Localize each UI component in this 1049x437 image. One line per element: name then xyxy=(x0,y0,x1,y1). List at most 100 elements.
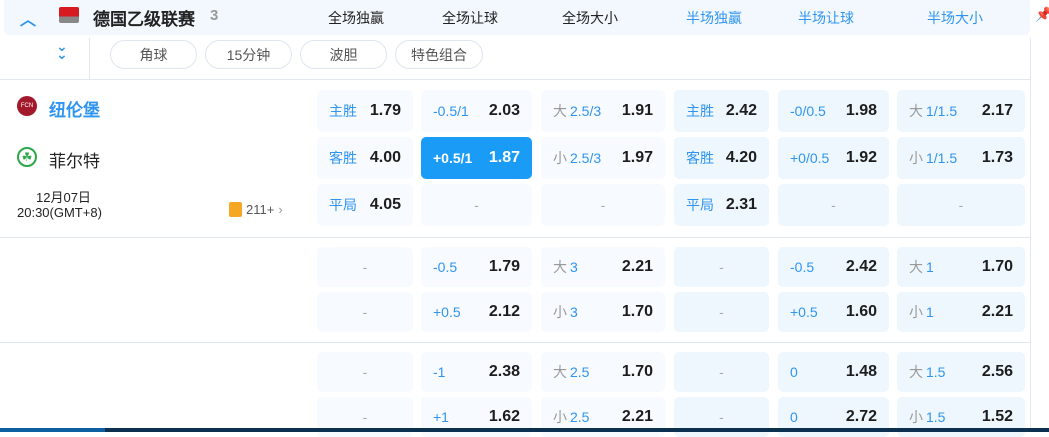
league-name: 德国乙级联赛 xyxy=(93,10,195,29)
handicap-label: 1/1.5 xyxy=(926,103,958,119)
empty-odds: - xyxy=(719,304,724,320)
match-time: 20:30(GMT+8) xyxy=(17,205,102,220)
odds-cell[interactable]: 大 1/1.5 2.17 xyxy=(897,90,1025,132)
odds-value: 2.17 xyxy=(981,102,1013,119)
odds-cell[interactable]: 0 1.48 xyxy=(778,352,889,392)
tab-1[interactable]: 15分钟 xyxy=(205,40,292,69)
divider xyxy=(0,342,1030,343)
odds-cell[interactable]: 客胜 4.00 xyxy=(317,137,413,179)
handicap-label: 0 xyxy=(790,409,798,425)
odds-cell[interactable]: -1 2.38 xyxy=(421,352,532,392)
odds-cell[interactable]: 平局 4.05 xyxy=(317,184,413,226)
over-under-label: 大 xyxy=(909,259,923,275)
odds-cell[interactable]: 大 1.5 2.56 xyxy=(897,352,1025,392)
odds-cell[interactable]: 小 3 1.70 xyxy=(541,292,665,332)
divider xyxy=(89,38,90,79)
handicap-label: 平局 xyxy=(686,197,714,213)
odds-cell[interactable]: -0.5 1.79 xyxy=(421,247,532,287)
column-header-4[interactable]: 半场让球 xyxy=(798,10,854,26)
odds-cell[interactable]: +0/0.5 1.92 xyxy=(778,137,889,179)
column-header-0[interactable]: 全场独赢 xyxy=(328,10,384,26)
odds-value: 1.87 xyxy=(488,149,520,166)
odds-cell[interactable]: 客胜 4.20 xyxy=(674,137,769,179)
handicap-label: 2.5 xyxy=(570,364,590,380)
odds-value: 2.31 xyxy=(725,196,757,213)
odds-cell[interactable]: +0.5 1.60 xyxy=(778,292,889,332)
odds-cell: - xyxy=(674,352,769,392)
odds-cell[interactable]: 平局 2.31 xyxy=(674,184,769,226)
odds-value: 1.92 xyxy=(845,149,877,166)
home-team-name[interactable]: 纽伦堡 xyxy=(49,101,100,120)
odds-cell[interactable]: 小 1 2.21 xyxy=(897,292,1025,332)
tab-2[interactable]: 波胆 xyxy=(300,40,387,69)
empty-odds: - xyxy=(474,197,479,213)
pin-icon[interactable]: 📌 xyxy=(1035,6,1049,22)
column-header-3[interactable]: 半场独赢 xyxy=(686,10,742,26)
match-date: 12月07日 xyxy=(36,190,91,205)
odds-cell: - xyxy=(674,292,769,332)
league-match-count: 3 xyxy=(210,7,219,24)
handicap-label: +0.5/1 xyxy=(433,150,473,166)
column-header-5[interactable]: 半场大小 xyxy=(927,10,983,26)
chevron-right-icon: › xyxy=(278,202,283,217)
odds-cell[interactable]: 主胜 2.42 xyxy=(674,90,769,132)
odds-value: 2.21 xyxy=(981,303,1013,320)
odds-value: 2.42 xyxy=(725,102,757,119)
odds-cell[interactable]: 大 2.5 1.70 xyxy=(541,352,665,392)
empty-odds: - xyxy=(600,197,606,213)
odds-cell[interactable]: +0.5/1 1.87 xyxy=(421,137,532,179)
over-under-label: 小 xyxy=(553,304,567,320)
empty-odds: - xyxy=(958,197,964,213)
odds-value: 1.70 xyxy=(621,363,653,380)
taskbar xyxy=(0,428,1049,432)
odds-cell: - xyxy=(541,184,665,226)
odds-cell[interactable]: 小 1/1.5 1.73 xyxy=(897,137,1025,179)
expand-double-chevron-icon[interactable]: ⌄ ⌄ xyxy=(56,38,68,62)
odds-cell[interactable]: +0.5 2.12 xyxy=(421,292,532,332)
empty-odds: - xyxy=(362,364,368,380)
divider xyxy=(0,237,1030,238)
handicap-label: 1/1.5 xyxy=(926,150,958,166)
handicap-label: 客胜 xyxy=(329,150,357,166)
odds-value: 4.00 xyxy=(369,149,401,166)
over-under-label: 大 xyxy=(553,103,567,119)
over-under-label: 大 xyxy=(553,364,567,380)
odds-cell[interactable]: 大 2.5/3 1.91 xyxy=(541,90,665,132)
odds-value: 1.97 xyxy=(621,149,653,166)
markets-icon xyxy=(229,202,242,217)
odds-value: 1.70 xyxy=(621,303,653,320)
empty-odds: - xyxy=(362,304,368,320)
column-header-2[interactable]: 全场大小 xyxy=(562,10,618,26)
over-under-label: 小 xyxy=(909,304,923,320)
tab-3[interactable]: 特色组合 xyxy=(395,40,483,69)
away-team-name[interactable]: 菲尔特 xyxy=(49,152,100,171)
odds-value: 1.48 xyxy=(845,363,877,380)
tab-0[interactable]: 角球 xyxy=(110,40,197,69)
handicap-label: 2.5 xyxy=(570,409,590,425)
odds-cell[interactable]: 大 3 2.21 xyxy=(541,247,665,287)
markets-count: 211+ xyxy=(246,202,275,217)
odds-cell[interactable]: 主胜 1.79 xyxy=(317,90,413,132)
scrollbar-track[interactable] xyxy=(1030,38,1031,432)
odds-cell[interactable]: -0/0.5 1.98 xyxy=(778,90,889,132)
odds-value: 1.52 xyxy=(981,408,1013,425)
handicap-label: 客胜 xyxy=(686,150,714,166)
collapse-chevron-icon[interactable]: ︿ xyxy=(20,12,37,29)
empty-odds: - xyxy=(719,259,724,275)
odds-cell: - xyxy=(674,247,769,287)
odds-value: 1.62 xyxy=(488,408,520,425)
odds-cell[interactable]: 小 2.5/3 1.97 xyxy=(541,137,665,179)
column-header-1[interactable]: 全场让球 xyxy=(442,10,498,26)
over-under-label: 大 xyxy=(553,259,567,275)
odds-cell[interactable]: 大 1 1.70 xyxy=(897,247,1025,287)
over-under-label: 小 xyxy=(909,150,923,166)
handicap-label: 主胜 xyxy=(686,103,714,119)
odds-value: 2.56 xyxy=(981,363,1013,380)
more-markets-link[interactable]: 211+ › xyxy=(229,202,283,217)
away-team-logo: ☘ xyxy=(17,147,37,167)
odds-cell[interactable]: -0.5 2.42 xyxy=(778,247,889,287)
odds-cell: - xyxy=(317,247,413,287)
bundesliga2-logo xyxy=(59,7,79,23)
odds-cell: - xyxy=(897,184,1025,226)
odds-cell[interactable]: -0.5/1 2.03 xyxy=(421,90,532,132)
